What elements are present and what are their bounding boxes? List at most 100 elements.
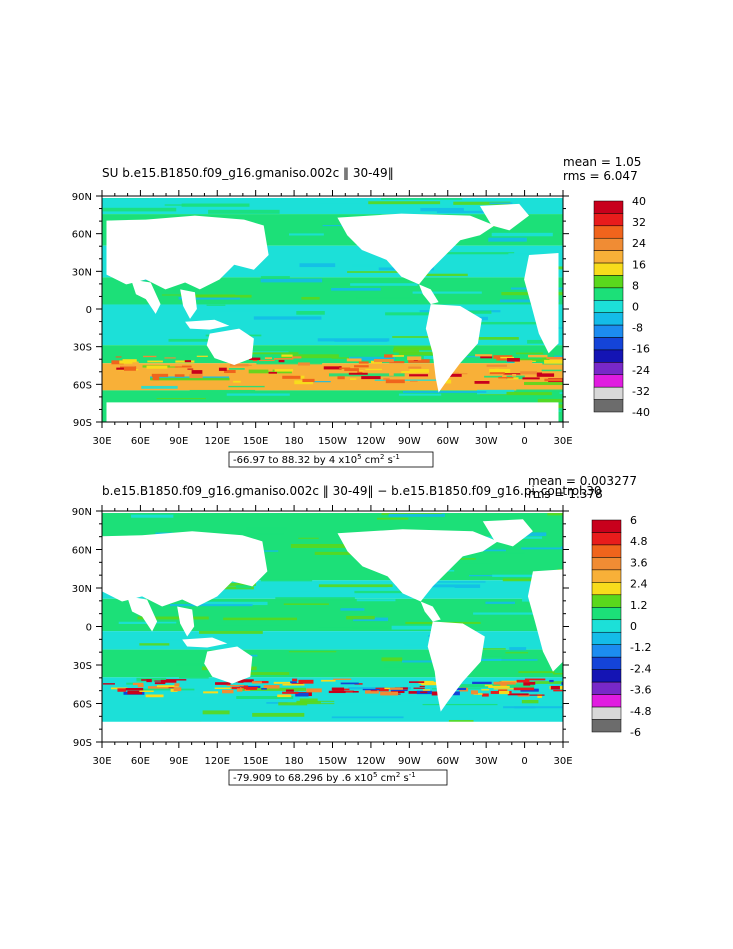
field-hotspot — [376, 368, 389, 372]
field-hotspot — [482, 693, 489, 697]
field-hotspot — [274, 369, 294, 372]
field-streak — [266, 702, 288, 704]
field-hotspot — [512, 373, 517, 377]
field-streak — [388, 513, 445, 517]
field-hotspot — [297, 362, 310, 366]
field-streak — [299, 698, 318, 703]
field-streak — [178, 676, 209, 679]
colorbar-swatch — [591, 644, 622, 658]
field-hotspot — [472, 681, 492, 685]
field-hotspot — [357, 371, 363, 374]
field-hotspot — [189, 374, 203, 379]
y-tick-label: 0 — [86, 623, 92, 634]
field-streak — [278, 702, 308, 706]
field-streak — [350, 283, 418, 286]
field-hotspot — [447, 372, 468, 375]
field-streak — [214, 308, 280, 313]
x-tick-label: 30E — [92, 436, 111, 447]
field-streak — [380, 198, 463, 200]
colorbar-swatch — [591, 681, 622, 695]
field-hotspot — [147, 360, 163, 363]
field-hotspot — [413, 687, 425, 689]
field-streak — [524, 381, 563, 386]
field-hotspot — [282, 375, 301, 379]
field-hotspot — [362, 688, 380, 691]
field-streak — [150, 377, 230, 381]
colorbar-swatch — [593, 349, 624, 363]
x-tick-label: 150W — [318, 756, 347, 767]
field-streak — [556, 266, 563, 270]
field-streak — [465, 656, 505, 659]
field-hotspot — [448, 373, 462, 377]
field-streak — [440, 354, 498, 357]
field-hotspot — [251, 681, 262, 684]
field-hotspot — [231, 686, 241, 690]
colorbar-swatch — [591, 544, 622, 558]
field-hotspot — [277, 694, 292, 698]
field-hotspot — [268, 368, 273, 372]
y-tick-label: 90S — [73, 418, 92, 429]
field-hotspot — [294, 380, 314, 385]
y-tick-label: 0 — [86, 305, 92, 316]
field-hotspot — [252, 359, 258, 362]
field-hotspot — [228, 372, 242, 374]
field-streak — [376, 517, 409, 520]
field-hotspot — [348, 372, 368, 375]
x-tick-label: 60E — [131, 436, 150, 447]
field-hotspot — [151, 373, 169, 377]
colorbar-swatch — [593, 250, 624, 264]
field-hotspot — [102, 683, 115, 685]
field-hotspot — [383, 377, 390, 381]
field-streak — [223, 617, 297, 621]
field-streak — [385, 312, 449, 316]
field-hotspot — [330, 379, 347, 383]
field-hotspot — [516, 679, 530, 683]
field-hotspot — [389, 371, 394, 376]
field-streak — [260, 276, 290, 279]
x-tick-label: 180 — [285, 436, 304, 447]
field-hotspot — [489, 368, 511, 373]
field-streak — [393, 346, 460, 350]
field-hotspot — [546, 356, 563, 360]
x-tick-label: 120W — [356, 436, 385, 447]
field-streak — [237, 687, 306, 691]
field-streak — [402, 660, 460, 663]
panel-title: SU b.e15.B1850.f09_g16.gmaniso.002c ‖ 30… — [102, 166, 394, 180]
field-hotspot — [346, 358, 362, 362]
map-panel-2: b.e15.B1850.f09_g16.gmaniso.002c ‖ 30-49… — [72, 474, 651, 786]
field-hotspot — [214, 687, 232, 690]
field-hotspot — [302, 378, 315, 383]
field-streak — [356, 599, 396, 602]
field-streak — [226, 393, 290, 396]
y-tick-label: 30S — [73, 343, 92, 354]
field-streak — [398, 351, 455, 356]
colorbar-swatch — [593, 374, 624, 388]
field-hotspot — [392, 355, 404, 357]
field-hotspot — [261, 688, 267, 690]
field-streak — [547, 512, 563, 516]
field-streak — [139, 639, 214, 642]
field-hotspot — [385, 379, 405, 384]
field-hotspot — [268, 371, 277, 374]
field-streak — [233, 352, 299, 355]
field-hotspot — [273, 681, 291, 684]
field-hotspot — [331, 687, 345, 691]
field-streak — [441, 337, 519, 340]
field-hotspot — [328, 690, 346, 694]
field-hotspot — [123, 366, 136, 371]
colorbar-swatch — [593, 237, 624, 251]
field-streak — [137, 616, 209, 620]
field-hotspot — [423, 376, 440, 379]
field-streak — [484, 375, 503, 378]
x-tick-label: 30E — [553, 436, 572, 447]
field-hotspot — [184, 360, 192, 363]
field-hotspot — [493, 688, 516, 690]
field-streak — [186, 512, 228, 516]
colorbar-label: -4.8 — [630, 705, 651, 718]
field-streak — [491, 232, 553, 237]
field-streak — [318, 584, 393, 588]
field-hotspot — [196, 355, 208, 357]
field-streak — [489, 202, 513, 205]
field-hotspot — [169, 364, 182, 367]
